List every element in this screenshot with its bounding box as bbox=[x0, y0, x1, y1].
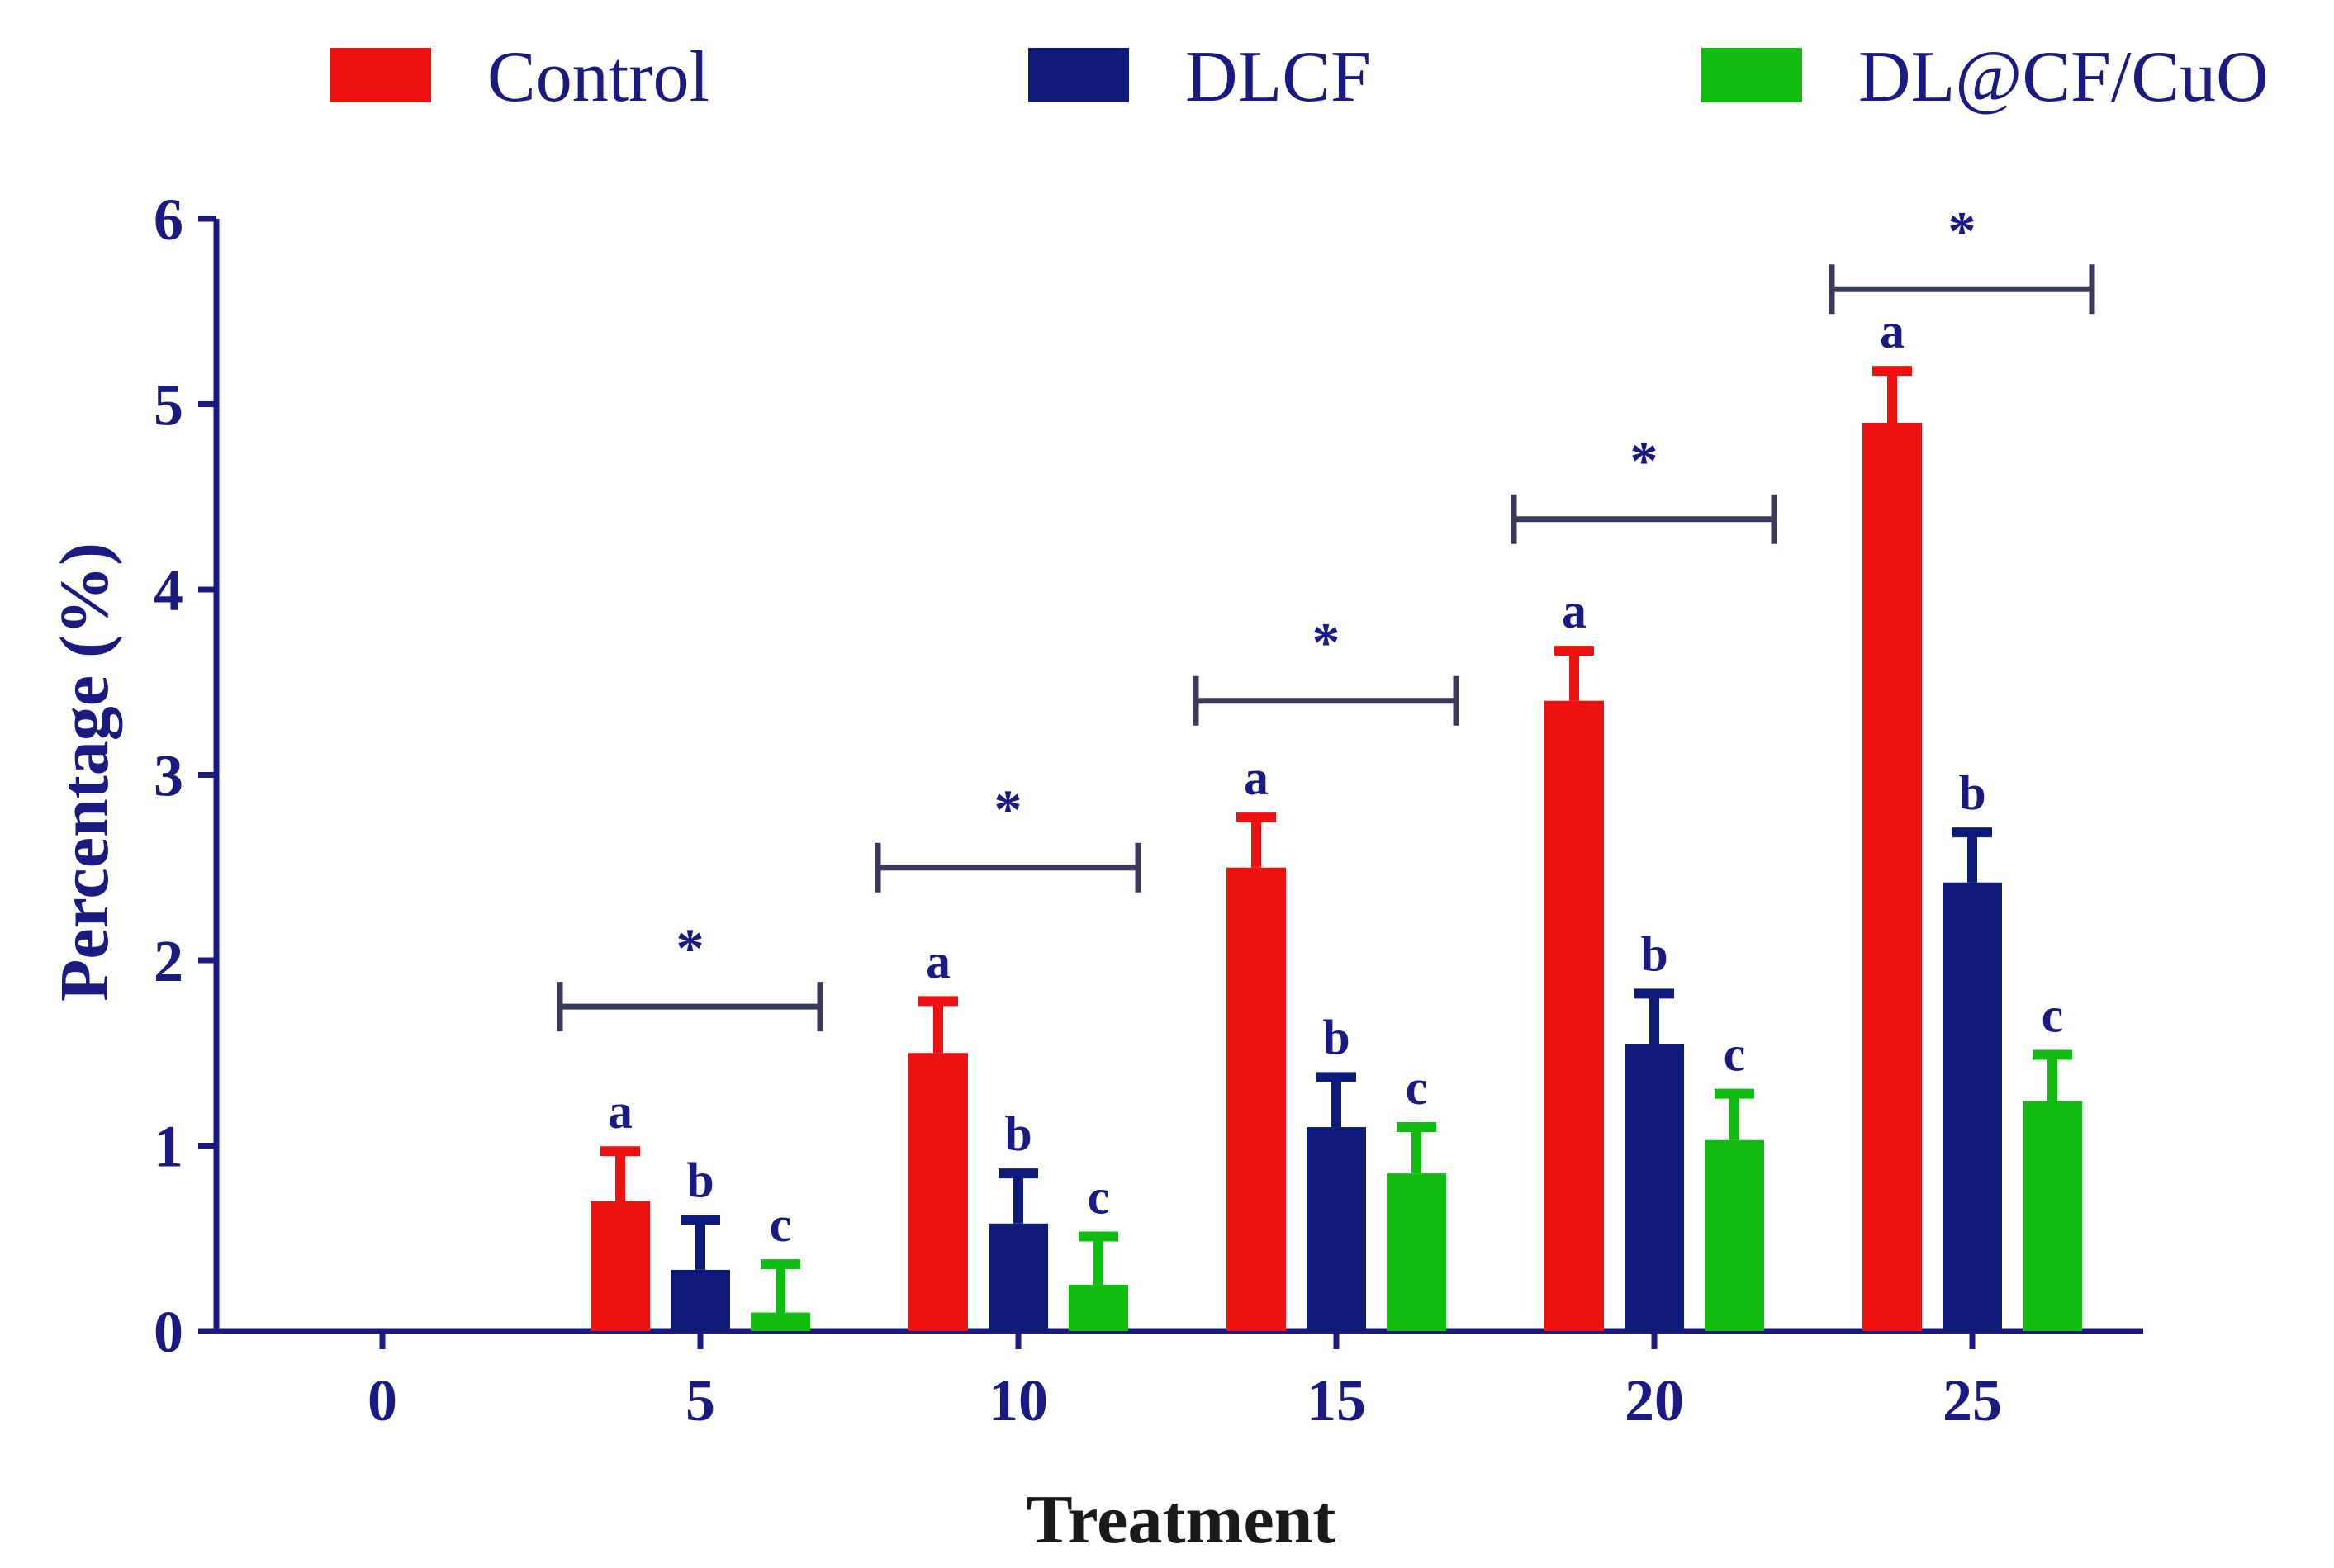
significance-letter: a bbox=[608, 1084, 633, 1139]
significance-letter: c bbox=[1406, 1060, 1428, 1115]
bar-control bbox=[591, 1201, 650, 1331]
legend-swatch bbox=[1028, 48, 1129, 102]
bars bbox=[591, 366, 2082, 1332]
significance-letter: a bbox=[1562, 584, 1587, 638]
significance-letter: b bbox=[1640, 926, 1667, 981]
x-tick-label: 15 bbox=[1307, 1367, 1366, 1433]
y-axis-title: Percentage (%) bbox=[46, 542, 123, 1002]
legend-label: DL@CF/CuO bbox=[1858, 37, 2269, 117]
x-tick-label: 10 bbox=[989, 1367, 1048, 1433]
x-tick-label: 5 bbox=[685, 1367, 715, 1433]
bar-dl-cf-cuo bbox=[1387, 1173, 1446, 1331]
bar-dlcf bbox=[1625, 1044, 1684, 1331]
bar-dlcf bbox=[671, 1269, 730, 1331]
significance-letter: b bbox=[1322, 1010, 1350, 1064]
significance-star: * bbox=[994, 778, 1022, 841]
significance-star: * bbox=[1948, 199, 1976, 262]
y-tick-label: 6 bbox=[154, 187, 183, 253]
bar-dlcf bbox=[1943, 882, 2002, 1331]
significance-letter: b bbox=[686, 1153, 714, 1207]
x-tick-label: 25 bbox=[1943, 1367, 2002, 1433]
significance-letter: c bbox=[770, 1197, 792, 1252]
bar-control bbox=[1226, 867, 1286, 1331]
legend: Control DLCF DL@CF/CuO bbox=[330, 37, 2269, 117]
bar-dl-cf-cuo bbox=[1705, 1139, 1764, 1331]
significance-letter: c bbox=[2042, 988, 2064, 1042]
y-tick-label: 2 bbox=[154, 928, 183, 994]
bar-dl-cf-cuo bbox=[2023, 1101, 2082, 1331]
legend-swatch bbox=[330, 48, 431, 102]
significance-letter: b bbox=[1004, 1106, 1032, 1161]
legend-label: Control bbox=[487, 37, 709, 117]
x-tick-label: 20 bbox=[1625, 1367, 1684, 1433]
significance-letter: b bbox=[1958, 765, 1985, 820]
significance-letter: a bbox=[1880, 304, 1905, 358]
bar-control bbox=[908, 1053, 968, 1331]
y-tick-label: 3 bbox=[154, 743, 183, 809]
legend-label: DLCF bbox=[1185, 37, 1371, 117]
bar-control bbox=[1544, 700, 1604, 1331]
y-tick-label: 1 bbox=[154, 1114, 183, 1180]
y-tick-label: 5 bbox=[154, 372, 183, 438]
x-tick-label: 0 bbox=[368, 1367, 397, 1433]
bar-dlcf bbox=[989, 1223, 1048, 1331]
legend-swatch bbox=[1701, 48, 1802, 102]
significance-star: * bbox=[1312, 611, 1340, 674]
bar-dlcf bbox=[1307, 1127, 1366, 1331]
y-tick-label: 4 bbox=[154, 557, 183, 623]
x-axis-title: Treatment bbox=[1027, 1481, 1336, 1558]
significance-letter: a bbox=[926, 934, 951, 988]
y-tick-label: 0 bbox=[154, 1299, 183, 1365]
bar-dl-cf-cuo bbox=[751, 1312, 810, 1331]
axes: 0 1 2 3 4 5 6 0 5 10 15 20 25 bbox=[154, 187, 2143, 1433]
bar-control bbox=[1862, 422, 1922, 1332]
significance-letter: c bbox=[1724, 1027, 1746, 1082]
significance-letter: c bbox=[1088, 1170, 1110, 1225]
bar-dl-cf-cuo bbox=[1069, 1284, 1128, 1331]
significance-star: * bbox=[676, 917, 704, 979]
significance-letter: a bbox=[1244, 751, 1269, 805]
significance-star: * bbox=[1630, 429, 1658, 492]
